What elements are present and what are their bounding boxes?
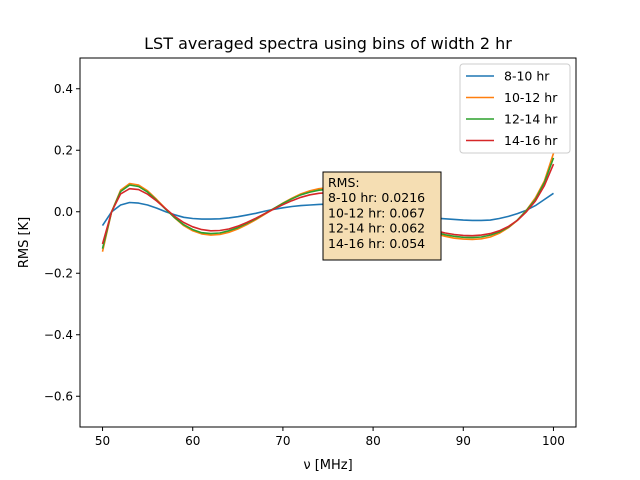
annotation-line: 12-14 hr: 0.062: [328, 221, 425, 236]
x-tick-label: 100: [542, 434, 565, 448]
x-tick-label: 60: [185, 434, 200, 448]
annotation-line: RMS:: [328, 175, 360, 190]
chart-title: LST averaged spectra using bins of width…: [144, 34, 512, 53]
legend-box: [459, 63, 571, 154]
y-axis-label: RMS [K]: [17, 217, 32, 268]
annotation-box: [322, 171, 442, 261]
y-tick-label: 0.2: [54, 143, 73, 157]
legend: 8-10 hr 10-12 hr 12-14 hr 14-16 hr: [459, 63, 571, 154]
annotation-line: 8-10 hr: 0.0216: [328, 190, 425, 205]
legend-label: 8-10 hr: [504, 69, 550, 84]
annotation-line: 14-16 hr: 0.054: [328, 236, 425, 251]
y-tick-label: 0.0: [54, 205, 73, 219]
x-tick-label: 70: [275, 434, 290, 448]
y-tick-label: −0.6: [44, 389, 73, 403]
axis-ticks: 50 60 70 80 90 100 −0.6 −0.4 −0.2 0.0 0.2 0.4: [44, 82, 565, 448]
y-tick-label: −0.4: [44, 328, 73, 342]
x-tick-label: 50: [95, 434, 110, 448]
y-tick-label: 0.4: [54, 82, 73, 96]
legend-label: 12-14 hr: [504, 112, 558, 127]
plot-frame: [79, 57, 577, 428]
x-axis-label: ν [MHz]: [303, 458, 352, 473]
y-tick-label: −0.2: [44, 266, 73, 280]
x-tick-label: 90: [456, 434, 471, 448]
annotation-line: 10-12 hr: 0.067: [328, 205, 425, 220]
legend-label: 10-12 hr: [504, 90, 558, 105]
legend-label: 14-16 hr: [504, 133, 558, 148]
x-tick-label: 80: [365, 434, 380, 448]
